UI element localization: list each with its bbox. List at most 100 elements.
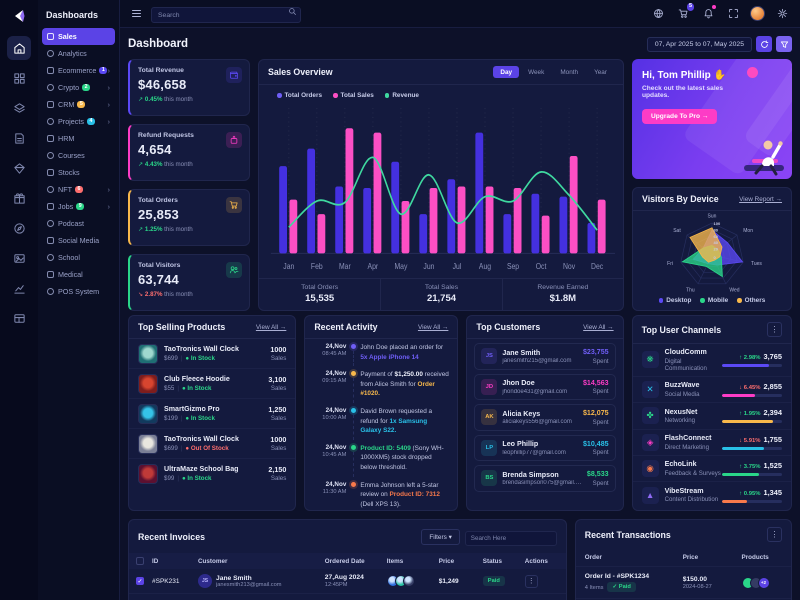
rail-home-icon[interactable] (7, 36, 31, 60)
channel-progress-track (722, 446, 782, 450)
fullscreen-icon[interactable] (725, 6, 741, 22)
user-avatar[interactable] (750, 6, 765, 21)
transactions-menu-button[interactable]: ⋮ (767, 527, 782, 542)
stat-change-pct: 0.45% (144, 96, 165, 103)
stat-change-pct: 2.87% (144, 291, 165, 298)
stat-change: ↗ 4.43% this month (138, 161, 241, 168)
rail-gallery-icon[interactable] (7, 246, 31, 270)
tab-day[interactable]: Day (493, 66, 520, 78)
rail-compass-icon[interactable] (7, 216, 31, 240)
sidebar-item-jobs[interactable]: Jobs 9 › (42, 198, 115, 215)
channel-row-flashconnect[interactable]: ◈ FlashConnect Direct Marketing ↓ 5.91% 1,75… (632, 430, 791, 456)
rail-table-icon[interactable] (7, 306, 31, 330)
view-report-link[interactable]: View Report → (739, 195, 782, 203)
tab-year[interactable]: Year (594, 68, 607, 76)
sidebar-item-pos-system[interactable]: POS System (42, 283, 115, 300)
channel-metric-line: ↑ 0.95% 1,345 (722, 488, 782, 497)
sidebar-item-crm[interactable]: CRM 5 › (42, 96, 115, 113)
customer-name: Brenda Simpson (502, 470, 559, 479)
tab-week[interactable]: Week (528, 68, 545, 76)
customer-amount: $14,563 (582, 378, 609, 387)
customer-row-brenda-simpson[interactable]: BS Brenda Simpson brendasimpson075@gmail.c… (474, 465, 616, 492)
sidebar-item-stocks[interactable]: Stocks (42, 164, 115, 181)
sidebar-item-school[interactable]: School (42, 249, 115, 266)
customer-amount: $12,075 (582, 409, 609, 417)
svg-text:100: 100 (714, 221, 721, 226)
price-date: 2024-08-27 (682, 583, 712, 590)
invoice-search-input[interactable] (464, 531, 557, 546)
sidebar-item-projects[interactable]: Projects 4 › (42, 113, 115, 130)
column-actions: Actions (524, 557, 548, 565)
order-id: Order Id - #SPK1234 (584, 573, 650, 580)
sidebar-item-sales[interactable]: Sales (42, 28, 115, 45)
header-checkbox[interactable] (136, 557, 144, 565)
activity-timestamp: 24,Nov 11:30 AM (322, 480, 347, 495)
channel-change: ↑ 2.98% (739, 355, 761, 362)
menu-item-icon (47, 169, 54, 176)
sidebar-item-hrm[interactable]: HRM (42, 130, 115, 147)
customer-row-leo-phillip[interactable]: LP Leo Phillip leophillip77@gmail.com $10,4… (474, 434, 616, 461)
sidebar-item-ecommerce[interactable]: Ecommerce 1 › (42, 62, 115, 79)
language-icon[interactable] (650, 6, 666, 22)
sidebar-item-badge: 2 (82, 83, 91, 92)
customer-row-alicia-keys[interactable]: AK Alicia Keys aliciakeys556@gmail.com $12,… (474, 404, 616, 431)
row-actions-button[interactable]: ⋮ (524, 574, 538, 588)
search-input[interactable] (151, 7, 301, 24)
rail-gift-icon[interactable] (7, 186, 31, 210)
products-view-all-link[interactable]: View All → (255, 323, 287, 331)
product-row-smartgizmo-pro[interactable]: SmartGizmo Pro $199 | ● In Stock 1,250 Sales (129, 399, 296, 429)
rail-apps-icon[interactable] (7, 66, 31, 90)
filters-button[interactable]: Filters ▾ (421, 528, 460, 545)
upgrade-to-pro-button[interactable]: Upgrade To Pro → (642, 109, 718, 124)
notifications-bell-icon[interactable] (700, 4, 716, 22)
trend-down-icon: ↘ (138, 291, 145, 298)
date-range-picker[interactable]: 07, Apr 2025 to 07, May 2025 (646, 36, 752, 52)
sales-overview-card: Sales Overview Day Week Month Year Total Or… (258, 59, 624, 311)
divider: | (177, 475, 179, 482)
channel-row-nexusnet[interactable]: ✤ NexusNet Networking ↑ 1.95% 2,394 (632, 403, 791, 430)
stat-wallet-icon (226, 67, 242, 83)
channel-row-vibestream[interactable]: ▲ VibeStream Content Distribution ↑ 0.95% 1,… (633, 482, 791, 507)
customer-row-jhon-doe[interactable]: JD Jhon Doe jhondoe431@gmail.com $14,563 Spe… (474, 373, 616, 400)
sidebar-item-crypto[interactable]: Crypto 2 › (42, 79, 115, 96)
product-row-taotronics-wall-clock[interactable]: TaoTronics Wall Clock $699 | ● Out Of Stock… (129, 429, 296, 459)
rail-pages-icon[interactable] (7, 126, 31, 150)
tab-month[interactable]: Month (560, 68, 579, 76)
settings-gear-icon[interactable] (774, 6, 790, 22)
sidebar-item-analytics[interactable]: Analytics (42, 45, 115, 62)
channel-row-echolink[interactable]: ◉ EchoLink Feedback & Surveys ↑ 3.75% 1,525 (632, 456, 791, 483)
sidebar-item-podcast[interactable]: Podcast (42, 215, 115, 232)
activity-view-all-link[interactable]: View All → (417, 323, 449, 331)
row-checkbox[interactable]: ✓ (136, 577, 144, 585)
sidebar-item-social-media[interactable]: Social Media (42, 232, 115, 249)
product-row-ultramaze-school-bag[interactable]: UltraMaze School Bag $99 | ● In Stock 2,150 S… (129, 459, 295, 488)
customer-spent-label: Spent (592, 449, 609, 456)
menu-item-icon (47, 135, 54, 142)
channel-row-cloudcomm[interactable]: ❋ CloudComm Digital Communication ↑ 2.98% 3,… (632, 344, 791, 377)
sidebar-item-medical[interactable]: Medical (42, 266, 115, 283)
rail-layers-icon[interactable] (7, 96, 31, 120)
channel-progress-track (722, 420, 782, 424)
filter-button[interactable] (776, 36, 792, 52)
customer-row-jane-smith[interactable]: JS Jane Smith janesmith215@gmail.com $23,75… (474, 343, 616, 370)
rail-gem-icon[interactable] (7, 156, 31, 180)
invoice-row-spk231: ✓ #SPK231 JS Jane Smith janesmith213@gmail.c… (129, 569, 566, 594)
column-price: Price (682, 554, 699, 561)
cart-icon[interactable]: 5 (675, 2, 694, 22)
sidebar-item-courses[interactable]: Courses (42, 147, 115, 164)
sidebar-item-nft[interactable]: NFT 6 › (42, 181, 115, 198)
product-row-club-fleece-hoodie[interactable]: Club Fleece Hoodie $55 | ● In Stock 3,100 Sal… (129, 369, 296, 399)
channels-menu-button[interactable]: ⋮ (767, 322, 782, 337)
sidebar-item-label: Courses (58, 151, 85, 160)
page-head: Dashboard 07, Apr 2025 to 07, May 2025 (128, 36, 792, 52)
stat-change-pct: 4.43% (144, 161, 165, 168)
channel-row-buzzwave[interactable]: ✕ BuzzWave Social Media ↓ 6.45% 2,855 (632, 377, 791, 404)
rail-chart-icon[interactable] (7, 276, 31, 300)
customer-name: Jhon Doe (502, 379, 535, 387)
refresh-button[interactable] (756, 36, 772, 52)
product-row-taotronics-wall-clock[interactable]: TaoTronics Wall Clock $699 | ● In Stock 1000… (129, 339, 296, 369)
customers-view-all-link[interactable]: View All → (583, 323, 614, 331)
channel-metric-line: ↑ 2.98% 3,765 (722, 352, 782, 361)
brand-logo-icon[interactable] (9, 6, 29, 26)
hamburger-menu-icon[interactable] (130, 8, 143, 19)
